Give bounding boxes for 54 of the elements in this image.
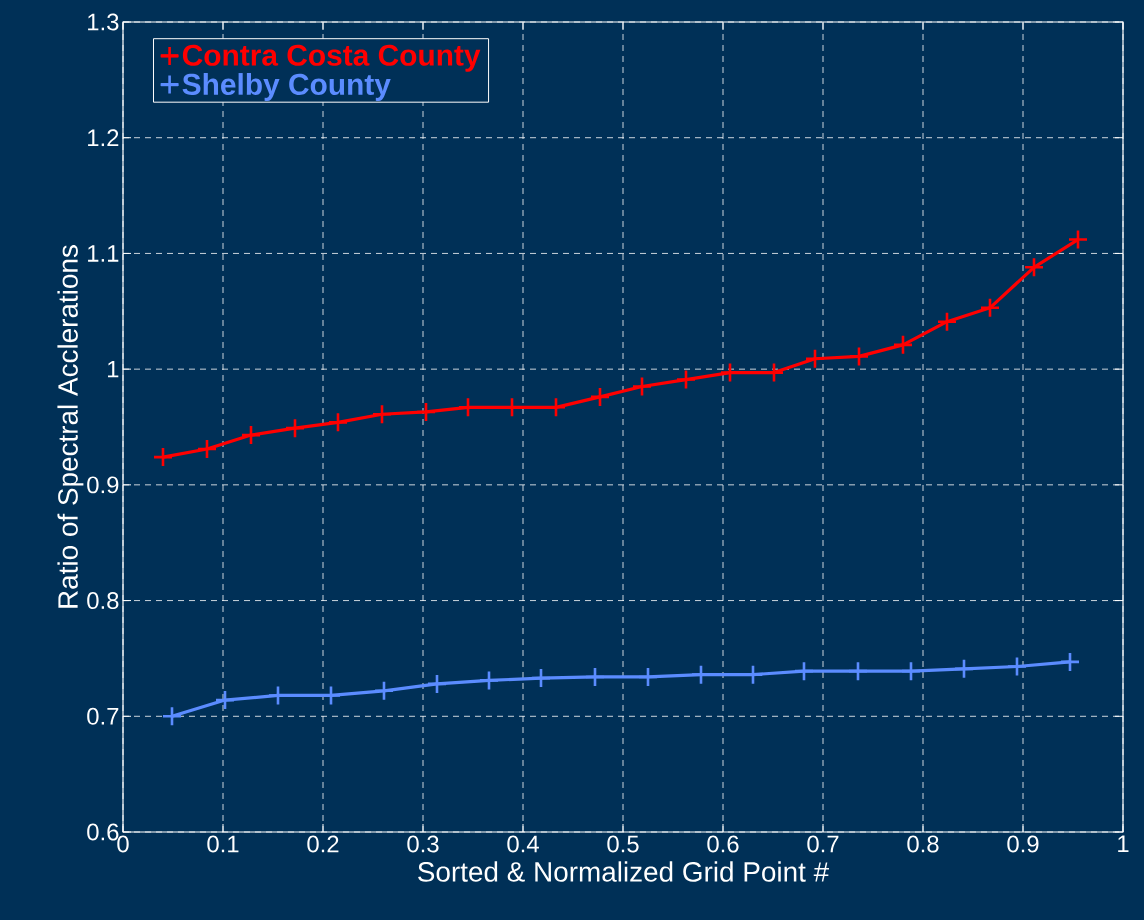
point	[584, 666, 606, 688]
y-tick-label: 1.2	[88, 129, 119, 147]
point	[161, 705, 183, 727]
point	[900, 660, 922, 682]
point	[793, 660, 815, 682]
point	[637, 666, 659, 688]
x-tick-label: 0.8	[907, 835, 939, 853]
x-tick-label: 0.6	[707, 835, 739, 853]
point	[373, 680, 395, 702]
point	[631, 376, 653, 397]
point	[953, 658, 975, 680]
y-axis-title: Ratio of Spectral Acclerations	[57, 245, 84, 608]
x-tick-label: 0.9	[1007, 835, 1039, 853]
point	[589, 386, 611, 408]
x-tick-label: 0.2	[307, 835, 339, 853]
y-tick-label: 1.1	[88, 245, 119, 262]
x-tick-label: 0.1	[207, 835, 239, 853]
point	[240, 424, 262, 446]
point	[1059, 651, 1081, 673]
point	[1023, 257, 1045, 278]
x-tick-label: 0.4	[507, 835, 539, 853]
legend-label: Shelby County	[182, 73, 391, 101]
y-tick-label: 1	[108, 360, 119, 378]
legend-label: Contra Costa County	[182, 44, 481, 72]
point	[284, 417, 306, 439]
point	[804, 348, 826, 370]
point	[936, 311, 958, 332]
point	[426, 673, 448, 695]
point	[847, 660, 869, 682]
point	[371, 403, 393, 425]
point	[530, 667, 552, 689]
point	[1067, 229, 1089, 250]
point	[1006, 656, 1028, 677]
y-tick-label: 0.9	[87, 476, 119, 494]
point	[152, 446, 174, 468]
point	[675, 369, 697, 390]
y-tick-label: 0.8	[87, 592, 119, 610]
y-tick-label: 0.6	[87, 823, 119, 841]
point	[979, 297, 1001, 319]
x-tick-label: 0.5	[607, 835, 639, 853]
point	[848, 346, 870, 367]
x-tick-label: 0.3	[407, 835, 439, 853]
point	[415, 401, 437, 423]
point	[327, 412, 349, 433]
x-tick-label: 1	[1118, 835, 1129, 852]
point	[892, 334, 914, 356]
x-tick-label: 0	[117, 835, 129, 853]
x-tick-label: 0.7	[807, 835, 839, 853]
point	[478, 670, 500, 691]
y-tick-label: 0.7	[87, 707, 119, 725]
point	[196, 438, 218, 460]
point	[214, 689, 236, 711]
x-axis-title: Sorted & Normalized Grid Point #	[418, 861, 830, 882]
y-tick-label: 1.3	[88, 13, 119, 31]
